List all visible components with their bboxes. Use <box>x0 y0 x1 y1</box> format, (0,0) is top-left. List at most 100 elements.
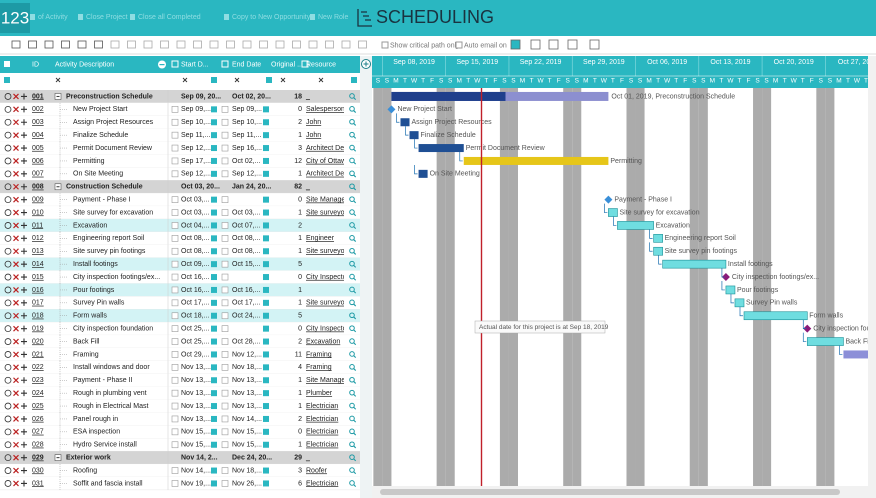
resource[interactable]: City Inspector <box>306 325 349 332</box>
tool-icon[interactable] <box>94 40 103 49</box>
tool-icon[interactable] <box>77 40 87 49</box>
end-calendar[interactable] <box>263 106 269 113</box>
insert-button[interactable] <box>21 441 27 448</box>
insert-button[interactable] <box>21 390 27 397</box>
activity-description[interactable]: Finalize Schedule <box>73 132 128 139</box>
start-calendar[interactable] <box>211 467 217 474</box>
clear-filter[interactable] <box>182 77 188 83</box>
start-date[interactable]: Oct 18,... <box>181 313 209 320</box>
end-calendar[interactable] <box>263 248 269 255</box>
activity-description[interactable]: Assign Project Resources <box>73 119 154 126</box>
activity-id[interactable]: 020 <box>32 338 44 345</box>
end-date[interactable]: Nov 13,... <box>232 403 262 410</box>
delete-button[interactable] <box>13 312 19 319</box>
end-date[interactable]: Oct 02, 20... <box>232 93 271 100</box>
resource[interactable]: Electrician <box>306 480 338 487</box>
details-lens[interactable] <box>349 170 355 177</box>
complete-toggle[interactable] <box>4 428 12 436</box>
end-check[interactable] <box>221 247 229 255</box>
toolbar-action[interactable]: Close all Completed <box>138 14 201 21</box>
insert-button[interactable] <box>21 480 27 487</box>
end-date[interactable]: Oct 24,... <box>232 313 260 320</box>
activity-id[interactable]: 015 <box>32 274 44 281</box>
col-resource[interactable]: Resource <box>306 61 336 68</box>
end-calendar[interactable] <box>263 235 269 242</box>
resource[interactable]: Site surveyor <box>306 248 348 255</box>
activity-id[interactable]: 027 <box>32 429 44 436</box>
task-bar[interactable] <box>418 144 464 153</box>
end-calendar[interactable] <box>263 390 269 397</box>
end-date[interactable]: Nov 15,... <box>232 442 262 449</box>
resource[interactable]: John <box>306 119 321 126</box>
start-check[interactable] <box>171 286 179 294</box>
tool-icon[interactable] <box>358 40 367 49</box>
tool-icon[interactable] <box>325 40 334 49</box>
end-check[interactable] <box>221 144 229 152</box>
toolbar-action[interactable]: Close Project <box>86 14 128 21</box>
activity-id[interactable]: 008 <box>32 184 44 191</box>
details-lens[interactable] <box>349 402 355 409</box>
complete-toggle[interactable] <box>4 480 12 487</box>
end-calendar[interactable] <box>263 299 269 306</box>
activity-description[interactable]: New Project Start <box>73 106 128 113</box>
start-check[interactable] <box>171 467 179 474</box>
end-date[interactable]: Oct 08,... <box>232 248 260 255</box>
task-bar[interactable] <box>653 246 663 256</box>
details-lens[interactable] <box>349 247 355 254</box>
resource[interactable]: _ <box>305 454 310 461</box>
complete-toggle[interactable] <box>4 234 12 242</box>
details-lens[interactable] <box>349 131 355 138</box>
start-calendar[interactable] <box>211 364 217 371</box>
end-date[interactable]: Sep 10,... <box>232 119 262 126</box>
start-calendar[interactable] <box>211 377 217 384</box>
complete-toggle[interactable] <box>4 105 12 113</box>
h-scroll-thumb[interactable] <box>380 489 840 495</box>
details-lens[interactable] <box>349 389 355 396</box>
details-lens[interactable] <box>349 454 355 460</box>
end-calendar[interactable] <box>263 209 269 216</box>
clear-filter[interactable] <box>55 77 61 83</box>
start-date[interactable]: Nov 19,... <box>181 480 211 487</box>
start-check[interactable] <box>171 106 179 113</box>
activity-id[interactable]: 019 <box>32 325 44 332</box>
activity-description[interactable]: Survey Pin walls <box>73 300 125 307</box>
insert-button[interactable] <box>21 428 27 435</box>
complete-toggle[interactable] <box>4 222 12 229</box>
complete-toggle[interactable] <box>4 312 12 320</box>
start-date[interactable]: Oct 25,... <box>181 325 209 332</box>
delete-button[interactable] <box>13 299 19 306</box>
tool-icon[interactable] <box>510 39 521 50</box>
end-check[interactable] <box>221 209 229 216</box>
end-calendar[interactable] <box>263 364 269 371</box>
end-check[interactable] <box>221 131 229 139</box>
start-check[interactable] <box>171 480 179 487</box>
end-date[interactable]: Sep 12,... <box>232 171 262 178</box>
resource[interactable]: Electrician <box>306 416 338 423</box>
tool-icon[interactable] <box>548 39 559 50</box>
end-calendar[interactable] <box>263 338 269 345</box>
activity-description[interactable]: Excavation <box>73 222 107 229</box>
complete-toggle[interactable] <box>4 467 12 474</box>
resource[interactable]: _ <box>305 184 310 191</box>
start-calendar[interactable] <box>211 106 217 113</box>
tool-icon[interactable] <box>209 40 219 49</box>
insert-button[interactable] <box>21 222 27 229</box>
activity-description[interactable]: Pour footings <box>73 287 115 294</box>
details-lens[interactable] <box>349 106 355 112</box>
end-calendar[interactable] <box>263 274 269 281</box>
resource[interactable]: Roofer <box>306 467 328 474</box>
delete-button[interactable] <box>13 106 19 113</box>
details-lens[interactable] <box>349 467 355 473</box>
start-calendar[interactable] <box>211 415 217 422</box>
activity-id[interactable]: 001 <box>32 93 44 100</box>
end-date[interactable]: Sep 11,... <box>232 132 262 139</box>
insert-button[interactable] <box>21 312 27 319</box>
delete-button[interactable] <box>13 325 19 332</box>
end-calendar[interactable] <box>263 351 269 358</box>
start-date[interactable]: Nov 14, 2... <box>181 454 218 461</box>
details-lens[interactable] <box>349 157 355 164</box>
start-calendar[interactable] <box>211 119 217 126</box>
end-check[interactable] <box>221 428 229 436</box>
task-bar[interactable] <box>617 221 654 230</box>
start-calendar[interactable] <box>211 390 217 397</box>
